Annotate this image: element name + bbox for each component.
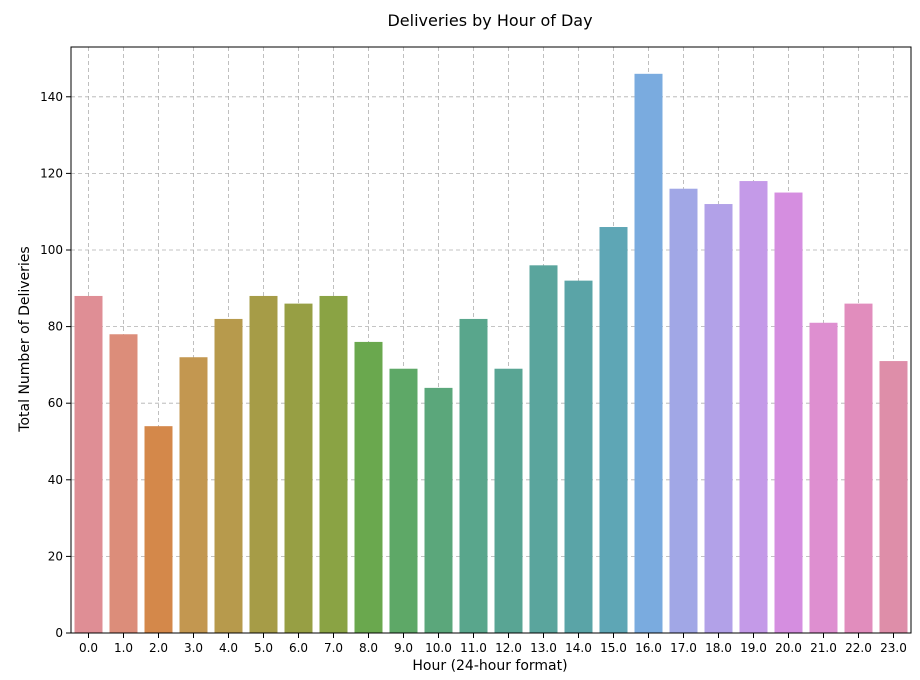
- bar-1: [109, 334, 138, 633]
- bar-10: [424, 387, 453, 633]
- x-tick-label: 4.0: [219, 641, 238, 655]
- x-tick-label: 11.0: [460, 641, 487, 655]
- x-tick-label: 9.0: [394, 641, 413, 655]
- bar-21: [809, 322, 838, 633]
- bar-19: [739, 181, 768, 633]
- x-tick-label: 13.0: [530, 641, 557, 655]
- plot-frame: [70, 46, 912, 634]
- bar-6: [284, 303, 313, 633]
- bar-23: [879, 361, 908, 633]
- grid: [71, 47, 911, 634]
- x-tick-label: 15.0: [600, 641, 627, 655]
- x-tick-label: 22.0: [845, 641, 872, 655]
- y-axis-label: Total Number of Deliveries: [17, 246, 33, 432]
- y-tick-label: 140: [40, 90, 63, 104]
- bar-2: [144, 426, 173, 633]
- bar-7: [319, 295, 348, 633]
- x-tick-label: 21.0: [810, 641, 837, 655]
- bar-13: [529, 265, 558, 633]
- bar-18: [704, 204, 733, 633]
- bar-20: [774, 192, 803, 633]
- x-tick-label: 17.0: [670, 641, 697, 655]
- x-tick-label: 12.0: [495, 641, 522, 655]
- bar-17: [669, 188, 698, 634]
- bar-22: [844, 303, 873, 633]
- bar-11: [459, 318, 488, 633]
- bar-4: [214, 318, 243, 633]
- y-tick-label: 80: [48, 320, 63, 334]
- bars: [74, 73, 908, 634]
- y-tick-label: 20: [48, 549, 63, 563]
- y-axis: 0 20 40 60 80 100 120 140: [40, 90, 71, 640]
- x-tick-label: 2.0: [149, 641, 168, 655]
- y-tick-label: 120: [40, 166, 63, 180]
- bar-8: [354, 341, 383, 633]
- y-tick-label: 100: [40, 243, 63, 257]
- x-tick-label: 10.0: [425, 641, 452, 655]
- x-tick-label: 19.0: [740, 641, 767, 655]
- x-tick-label: 0.0: [79, 641, 98, 655]
- x-tick-label: 14.0: [565, 641, 592, 655]
- x-tick-label: 1.0: [114, 641, 133, 655]
- bar-16: [634, 73, 663, 634]
- y-tick-label: 0: [55, 626, 63, 640]
- bar-9: [389, 368, 418, 633]
- bar-0: [74, 295, 103, 633]
- x-tick-label: 16.0: [635, 641, 662, 655]
- chart-title: Deliveries by Hour of Day: [387, 11, 592, 30]
- bar-3: [179, 357, 208, 633]
- bar-15: [599, 227, 628, 634]
- x-axis-label: Hour (24-hour format): [412, 658, 567, 674]
- x-tick-label: 5.0: [254, 641, 273, 655]
- x-tick-label: 23.0: [880, 641, 907, 655]
- y-tick-label: 40: [48, 473, 63, 487]
- x-tick-label: 3.0: [184, 641, 203, 655]
- bar-12: [494, 368, 523, 633]
- bar-14: [564, 280, 593, 633]
- x-tick-label: 8.0: [359, 641, 378, 655]
- x-tick-label: 6.0: [289, 641, 308, 655]
- y-tick-label: 60: [48, 396, 63, 410]
- x-tick-label: 7.0: [324, 641, 343, 655]
- bar-5: [249, 295, 278, 633]
- x-tick-label: 18.0: [705, 641, 732, 655]
- x-tick-label: 20.0: [775, 641, 802, 655]
- x-axis: 0.0 1.0 2.0 3.0 4.0 5.0 6.0 7.0 8.0 9.0 10.0 11.0 12…: [79, 633, 907, 655]
